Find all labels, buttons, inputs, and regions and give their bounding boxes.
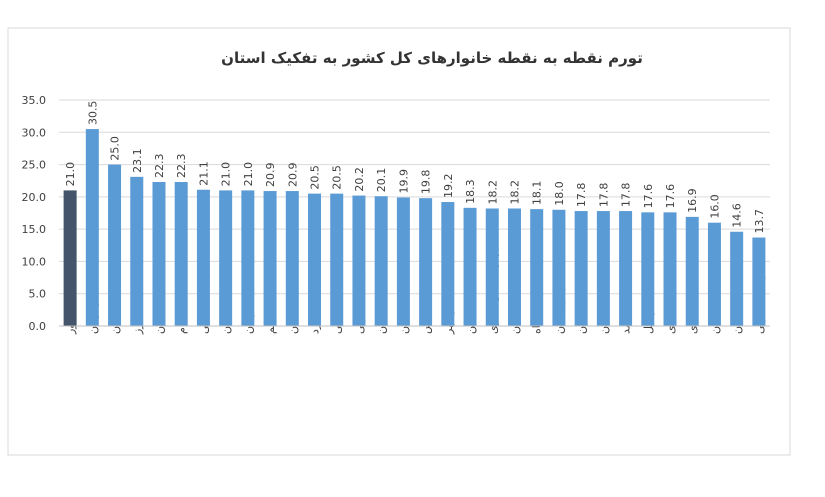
- value-label: 17.8: [597, 183, 610, 208]
- bar: [85, 129, 99, 326]
- value-label: 19.9: [397, 169, 410, 194]
- bar: [685, 216, 699, 326]
- bar: [352, 195, 366, 326]
- bar: [596, 211, 610, 326]
- value-label: 25.0: [109, 136, 122, 161]
- value-label: 17.6: [642, 184, 655, 209]
- y-tick-label: 20.0: [22, 191, 47, 204]
- value-label: 18.0: [553, 181, 566, 206]
- bar: [663, 212, 677, 326]
- bar: [730, 231, 744, 326]
- bar: [219, 190, 233, 326]
- value-label: 16.9: [686, 188, 699, 213]
- y-tick-label: 25.0: [22, 159, 47, 172]
- bar: [330, 193, 344, 326]
- value-label: 20.1: [375, 168, 388, 193]
- value-label: 19.2: [442, 174, 455, 199]
- bar: [196, 189, 210, 326]
- bar: [463, 207, 477, 326]
- bar: [396, 197, 410, 326]
- bar: [574, 211, 588, 326]
- value-label: 16.0: [708, 194, 721, 219]
- bar: [174, 182, 188, 326]
- value-label: 13.7: [753, 209, 766, 234]
- value-label: 17.8: [575, 183, 588, 208]
- value-label: 22.3: [153, 154, 166, 179]
- value-label: 20.5: [309, 165, 322, 190]
- bar: [63, 190, 77, 326]
- value-label: 21.0: [220, 162, 233, 187]
- value-label: 21.1: [197, 161, 210, 186]
- value-label: 22.3: [175, 154, 188, 179]
- bar: [308, 193, 322, 326]
- value-label: 17.8: [620, 183, 633, 208]
- bar: [552, 209, 566, 326]
- bar: [707, 222, 721, 326]
- y-tick-label: 5.0: [29, 288, 47, 301]
- value-label: 14.6: [731, 203, 744, 228]
- y-tick-label: 15.0: [22, 223, 47, 236]
- value-label: 20.5: [331, 165, 344, 190]
- bar: [374, 196, 388, 326]
- chart-title: تورم نقطه به نقطه خانوارهای کل کشور به ت…: [221, 49, 643, 67]
- bar: [130, 176, 144, 326]
- bar: [619, 211, 633, 326]
- y-tick-label: 30.0: [22, 126, 47, 139]
- bar: [419, 198, 433, 326]
- value-label: 18.3: [464, 179, 477, 204]
- value-label: 30.5: [86, 101, 99, 126]
- bar: [752, 237, 766, 326]
- value-label: 18.1: [531, 181, 544, 206]
- value-label: 21.0: [64, 162, 77, 187]
- bar: [263, 191, 277, 326]
- value-label: 20.9: [264, 163, 277, 188]
- y-tick-label: 35.0: [22, 94, 47, 107]
- value-label: 17.6: [664, 184, 677, 209]
- bar: [152, 182, 166, 326]
- value-label: 23.1: [131, 148, 144, 173]
- value-label: 20.2: [353, 167, 366, 192]
- value-label: 18.2: [508, 180, 521, 205]
- y-tick-label: 0.0: [29, 320, 47, 333]
- bar: [441, 202, 455, 326]
- bar: [641, 212, 655, 326]
- value-label: 19.8: [420, 170, 433, 195]
- bar: [285, 191, 299, 326]
- bar: [530, 209, 544, 326]
- bar: [507, 208, 521, 326]
- value-label: 20.9: [286, 163, 299, 188]
- value-label: 18.2: [486, 180, 499, 205]
- bar: [485, 208, 499, 326]
- bar: [108, 164, 122, 326]
- value-label: 21.0: [242, 162, 255, 187]
- y-tick-label: 10.0: [22, 255, 47, 268]
- bar: [241, 190, 255, 326]
